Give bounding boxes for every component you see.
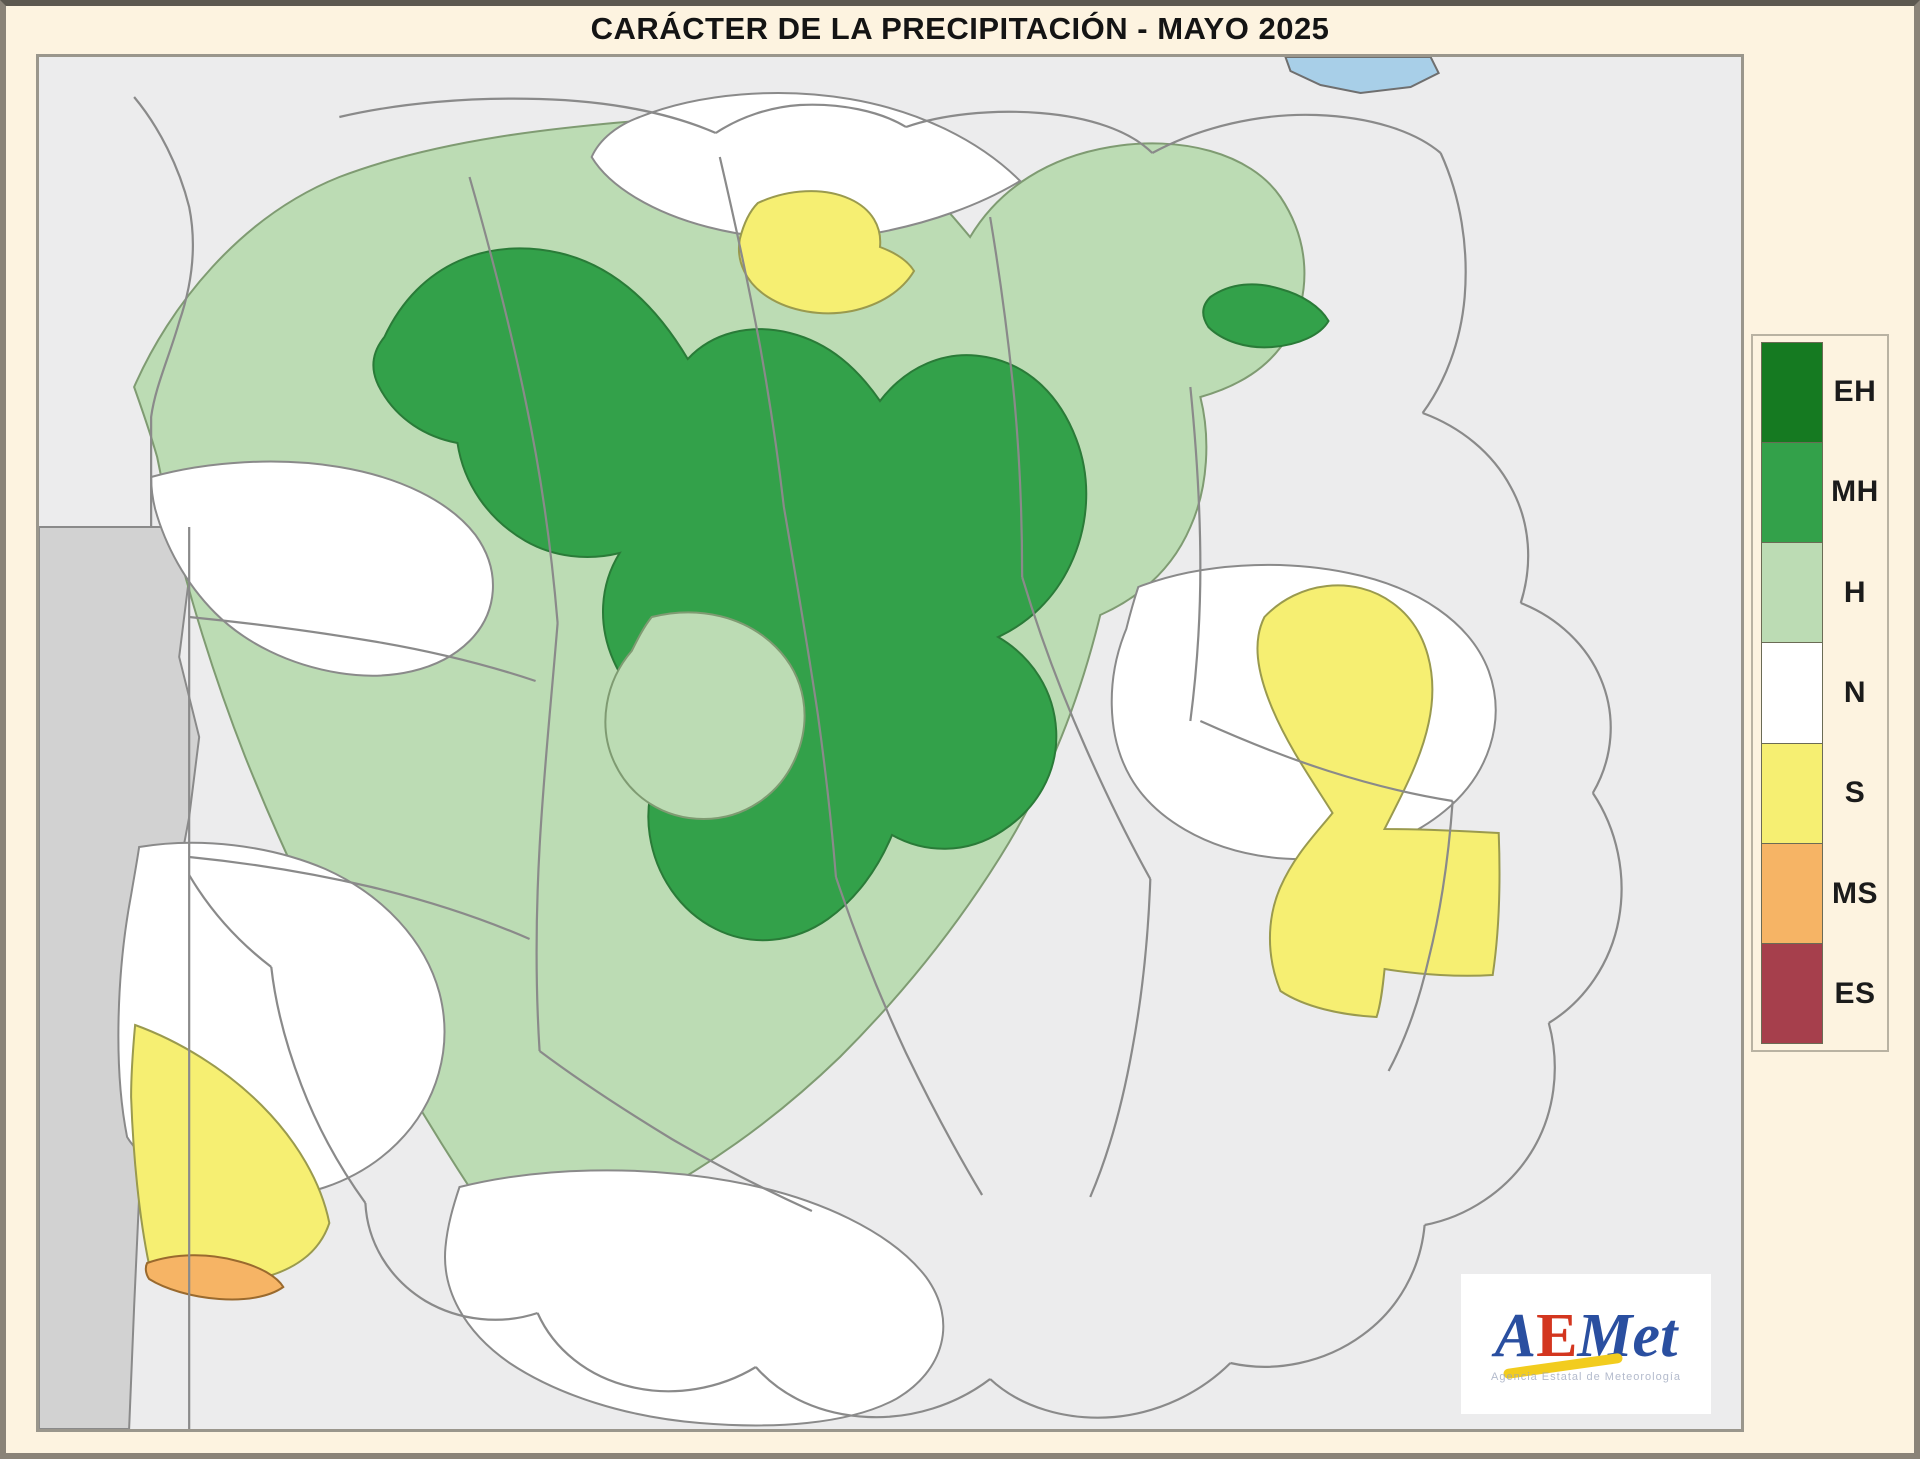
legend-swatch-MS [1762,843,1822,944]
area-normal-sur [444,1169,945,1427]
legend-label-N: N [1843,675,1867,709]
legend-panel: EH MH H N S MS ES [1751,334,1889,1052]
legend-swatch-S [1762,743,1822,844]
area-seco-norte [738,190,916,315]
aemet-letter-a: A [1494,1302,1537,1370]
legend-label-column: EH MH H N S MS ES [1823,342,1887,1044]
legend-label-MS: MS [1832,876,1878,910]
sea-area [1284,57,1440,95]
legend-label-MH: MH [1831,475,1879,509]
area-muy-humedo-nucleo [372,247,1088,942]
area-muy-seco-suroeste [144,1254,285,1301]
title-bar: CARÁCTER DE LA PRECIPITACIÓN - MAYO 2025 [6,6,1914,52]
legend-color-ramp [1761,342,1823,1044]
aemet-subtitle: Agencia Estatal de Meteorología [1491,1371,1681,1383]
legend-label-ES: ES [1834,976,1876,1010]
area-humedo-interior-lobe [604,611,806,821]
page-title: CARÁCTER DE LA PRECIPITACIÓN - MAYO 2025 [590,11,1330,46]
aemet-wordmark: AEMet [1494,1302,1677,1380]
legend-swatch-N [1762,643,1822,744]
legend-swatch-H [1762,543,1822,644]
administrative-borders [133,96,1623,1429]
area-normal-norte [590,92,1022,241]
legend-label-EH: EH [1833,375,1877,409]
legend-label-H: H [1843,575,1867,609]
legend-label-S: S [1844,776,1866,810]
map-canvas [36,54,1744,1432]
aemet-logo: AEMet Agencia Estatal de Meteorología [1461,1274,1711,1414]
map-svg [39,57,1741,1429]
legend-swatch-ES [1762,943,1822,1043]
legend-swatch-EH [1762,343,1822,444]
area-muy-humedo-patch-noreste [1202,283,1330,349]
aemet-letter-e: E [1536,1302,1578,1370]
legend-swatch-MH [1762,443,1822,544]
